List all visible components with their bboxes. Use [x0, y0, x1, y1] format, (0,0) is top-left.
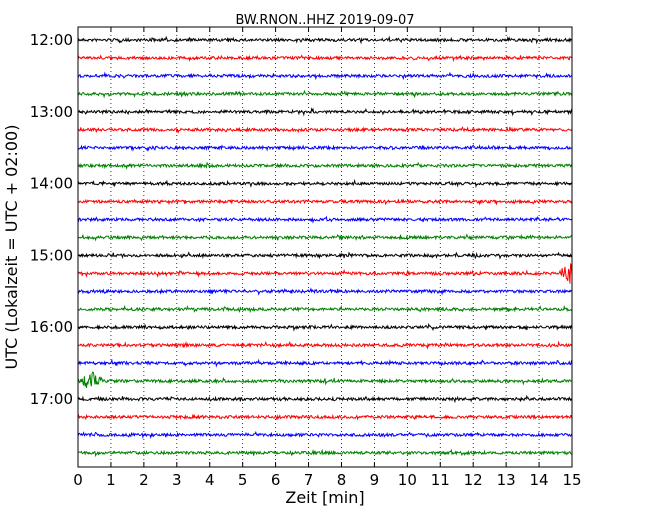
y-tick-label: 13:00 — [30, 103, 73, 121]
x-tick-label: 14 — [530, 471, 549, 489]
y-axis-label: UTC (Lokalzeit = UTC + 02:00) — [2, 125, 21, 370]
trace-line — [77, 304, 573, 314]
trace-line — [77, 413, 573, 421]
axis-ticks: 0 1 2 3 4 5 6 7 8 9 10 11 12 13 14 1512:0013:0014:0015:… — [30, 27, 582, 489]
trace-line — [77, 54, 573, 63]
y-tick-label: 15:00 — [30, 246, 73, 264]
y-tick-label: 14:00 — [30, 175, 73, 193]
plot-frame — [77, 26, 573, 468]
x-tick-label: 2 — [139, 471, 149, 489]
x-tick-label: 5 — [238, 471, 248, 489]
x-tick-label: 7 — [304, 471, 314, 489]
trace-line — [78, 126, 573, 134]
x-tick-label: 8 — [337, 471, 347, 489]
trace-line — [77, 89, 573, 99]
trace-line — [77, 430, 573, 440]
trace-line — [77, 448, 573, 458]
y-tick-label: 17:00 — [30, 390, 73, 408]
x-tick-label: 11 — [431, 471, 450, 489]
x-tick-label: 13 — [497, 471, 516, 489]
x-tick-label: 1 — [106, 471, 116, 489]
trace-line — [77, 262, 573, 284]
y-tick-label: 16:00 — [30, 318, 73, 336]
trace-line — [77, 35, 573, 45]
trace-line — [77, 394, 573, 404]
x-tick-label: 10 — [398, 471, 417, 489]
trace-line — [77, 107, 573, 117]
trace-line — [77, 178, 573, 189]
trace-line — [77, 371, 573, 388]
trace-line — [77, 215, 573, 224]
trace-line — [77, 71, 573, 81]
chart-title: BW.RNON..HHZ 2019-09-07 — [235, 13, 414, 28]
trace-line — [77, 161, 573, 170]
trace-line — [77, 251, 573, 260]
trace-line — [77, 144, 573, 152]
trace-line — [77, 358, 573, 368]
vertical-grid — [110, 27, 540, 467]
plot-area-background — [78, 27, 572, 467]
trace-group — [77, 35, 573, 458]
x-tick-label: 0 — [73, 471, 83, 489]
trace-line — [77, 198, 573, 206]
x-tick-label: 3 — [172, 471, 182, 489]
x-tick-label: 12 — [464, 471, 483, 489]
x-tick-label: 9 — [370, 471, 380, 489]
x-tick-label: 4 — [205, 471, 215, 489]
trace-line — [77, 322, 573, 332]
trace-line — [77, 287, 573, 296]
y-tick-label: 12:00 — [30, 31, 73, 49]
x-axis-label: Zeit [min] — [285, 488, 364, 507]
x-tick-label: 6 — [271, 471, 281, 489]
x-tick-label: 15 — [562, 471, 581, 489]
trace-line — [77, 340, 573, 350]
trace-line — [77, 233, 573, 242]
